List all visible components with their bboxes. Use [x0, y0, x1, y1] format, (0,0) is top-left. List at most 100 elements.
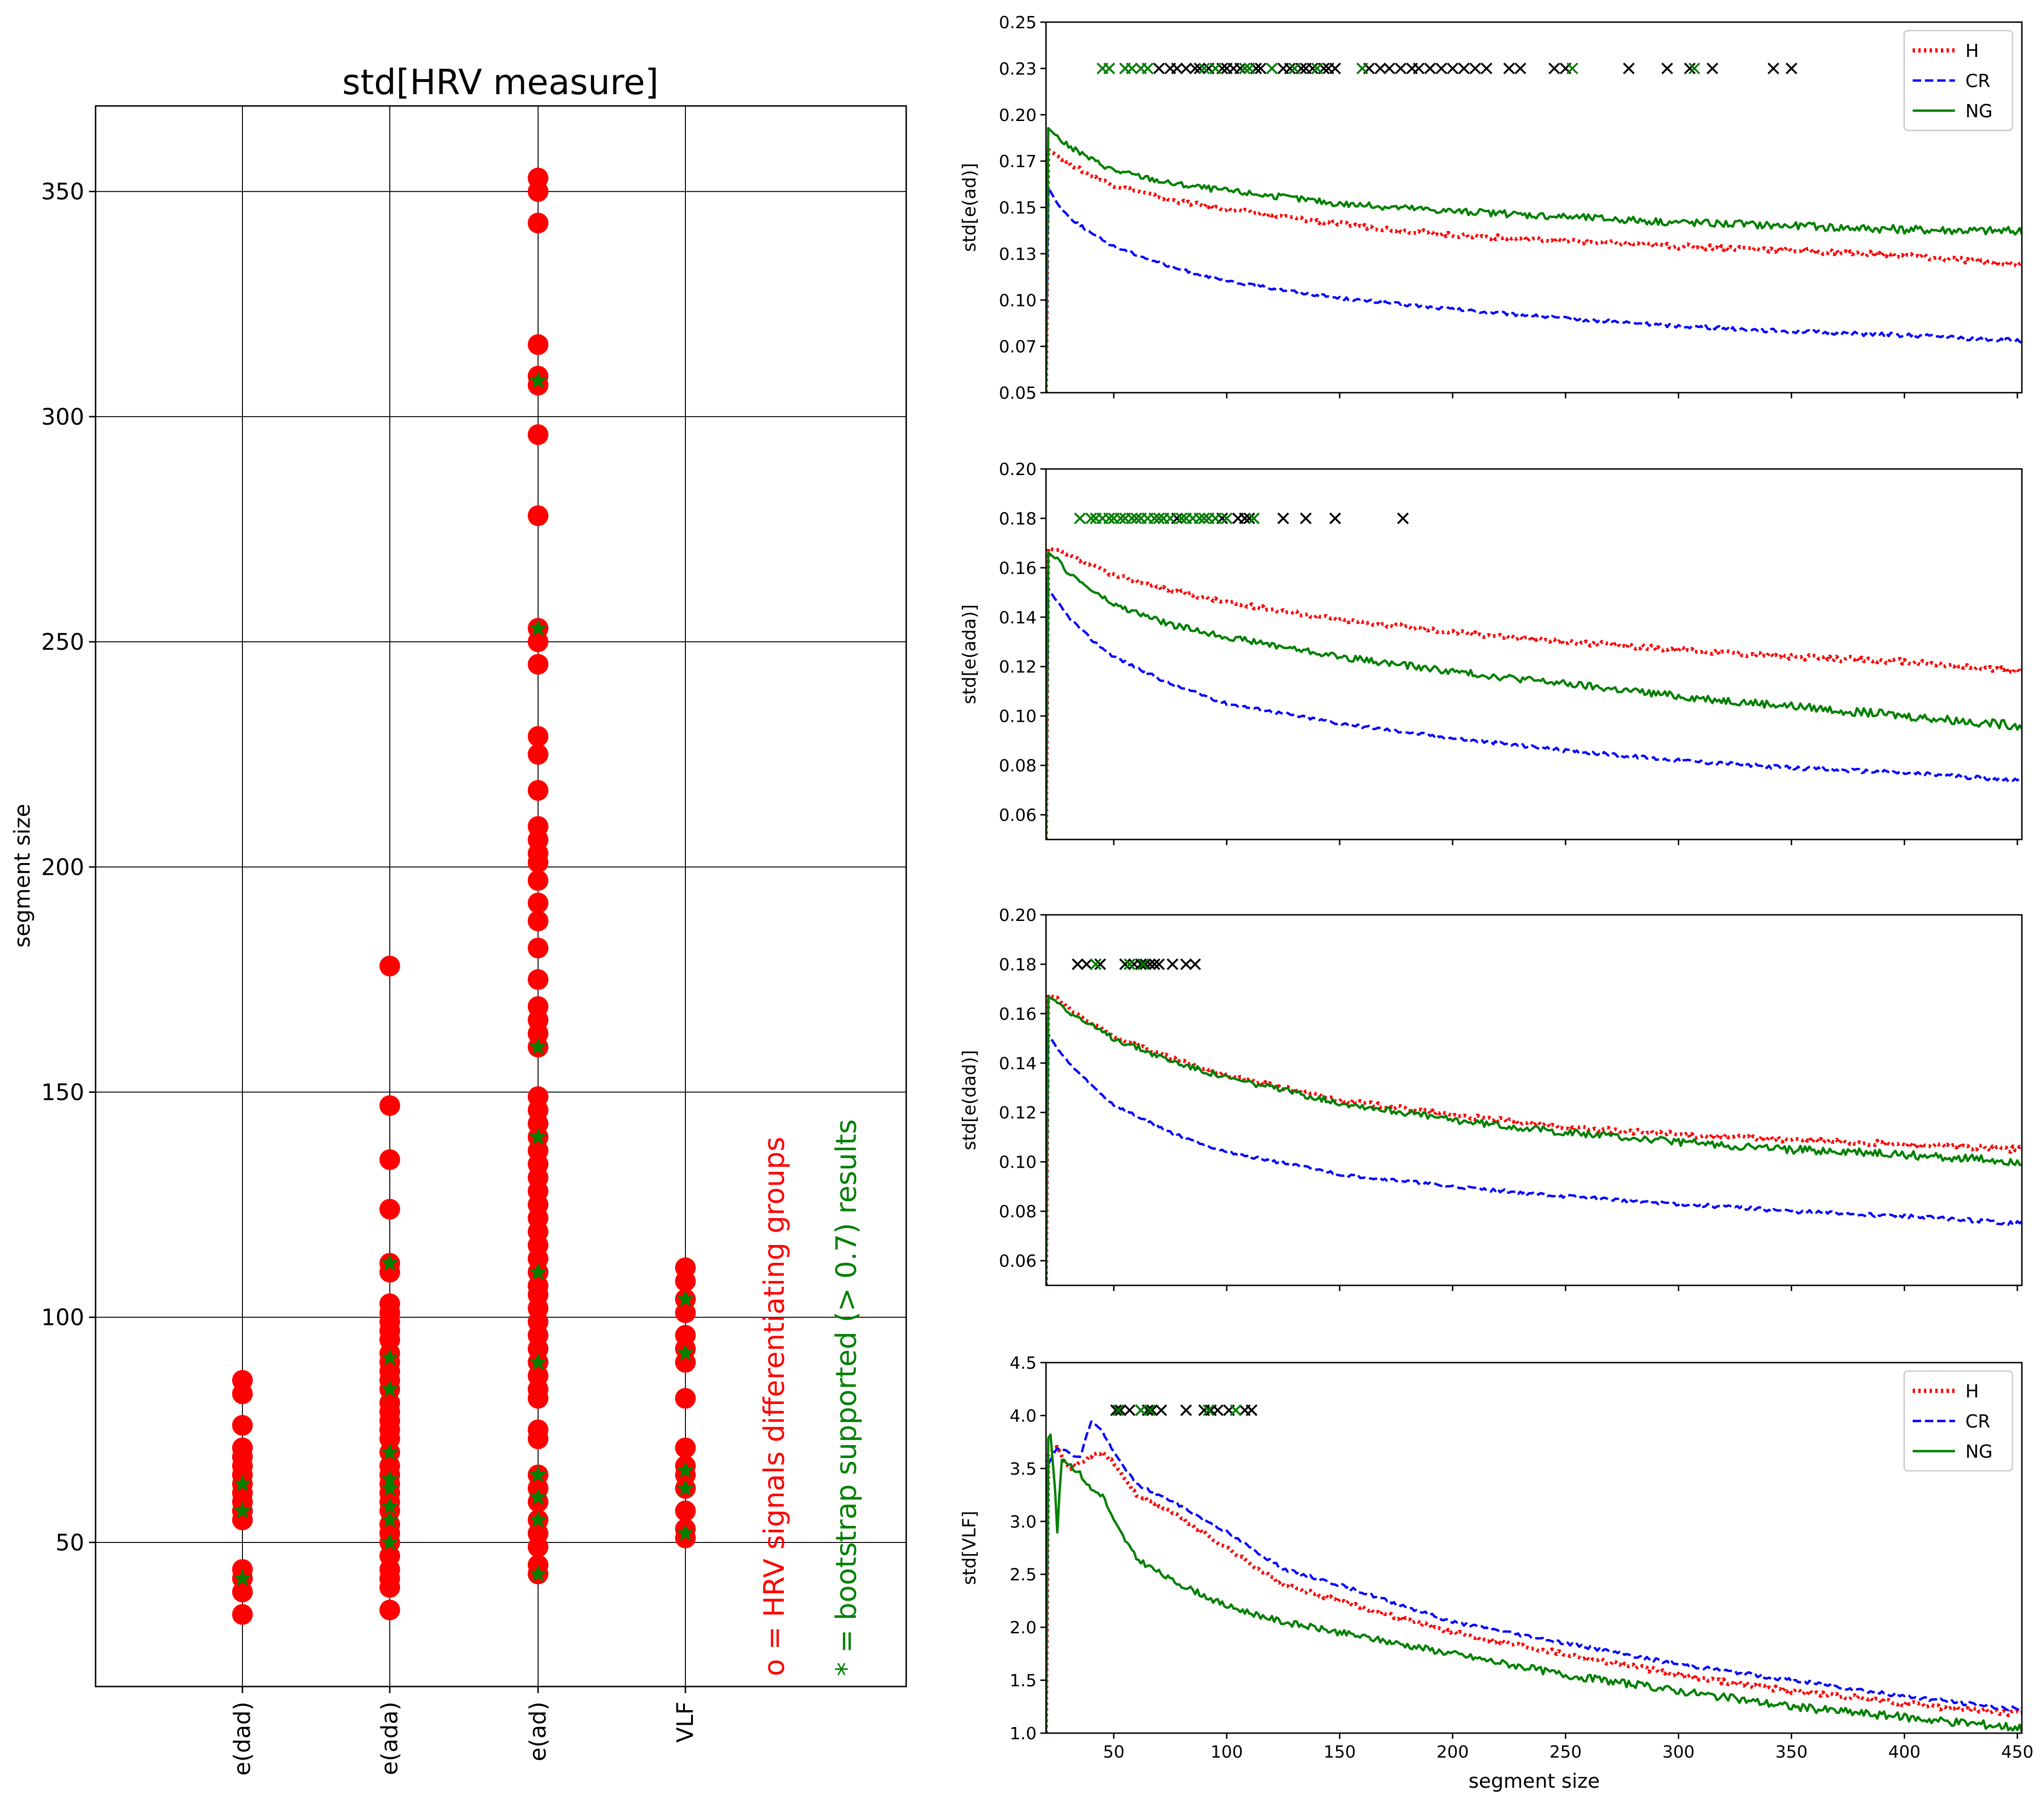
- y-tick-label: 0.18: [999, 509, 1037, 529]
- y-tick-label: 0.16: [999, 1005, 1037, 1024]
- green-x-marker: [1135, 1404, 1147, 1416]
- x-marker: [1383, 62, 1395, 74]
- y-tick-label: 1.0: [1010, 1724, 1037, 1743]
- x-marker: [1469, 62, 1481, 74]
- green-star-marker: [381, 1254, 399, 1271]
- green-star-marker: [676, 1461, 694, 1478]
- green-x-marker: [1085, 512, 1097, 525]
- series-line-cr: [1046, 1033, 2022, 1285]
- y-tick-label: 0.05: [999, 384, 1037, 403]
- legend-label: CR: [1965, 71, 1990, 91]
- y-tick-label: 0.13: [999, 245, 1037, 264]
- y-tick-label: 1.5: [1010, 1671, 1037, 1691]
- green-x-marker: [1209, 62, 1222, 74]
- red-circle-marker: [232, 1415, 253, 1436]
- red-circle-marker: [528, 937, 548, 959]
- red-circle-marker: [528, 334, 548, 355]
- red-circle-marker: [528, 969, 548, 990]
- green-x-marker: [1248, 512, 1260, 525]
- green-x-marker: [1114, 512, 1127, 525]
- y-tick-label: 0.08: [999, 757, 1037, 776]
- green-x-marker: [1266, 62, 1278, 74]
- y-tick-label: 0.25: [999, 13, 1037, 32]
- series-line-cr: [1046, 186, 2022, 393]
- x-marker: [1329, 512, 1341, 525]
- y-tick-label: 250: [41, 629, 84, 655]
- green-x-marker: [1103, 512, 1115, 525]
- y-axis-label: segment size: [9, 804, 35, 948]
- y-tick-label: 0.12: [999, 658, 1037, 677]
- green-x-marker: [1074, 512, 1086, 525]
- x-marker: [1255, 62, 1267, 74]
- significance-markers: [1071, 958, 1201, 970]
- hrv-measure-chart: std[HRV measure] segment size 50 100 150 20…: [9, 62, 907, 1776]
- green-x-marker: [1126, 62, 1138, 74]
- red-circle-marker: [528, 996, 548, 1017]
- green-star-marker: [381, 1443, 399, 1460]
- legend-box: [1903, 1370, 2013, 1472]
- x-tick-label: e(dad): [229, 1702, 256, 1776]
- chart-title: std[HRV measure]: [342, 62, 659, 103]
- y-tick-label: 0.10: [999, 291, 1037, 310]
- red-circle-marker: [379, 1199, 400, 1220]
- series-lines: [1046, 546, 2022, 839]
- x-tick-label: e(ad): [525, 1702, 551, 1761]
- green-star-marker: [381, 1470, 399, 1487]
- red-circle-marker: [528, 816, 548, 837]
- series-line-ng: [1046, 551, 2022, 839]
- series-line-h: [1046, 1445, 2022, 1733]
- green-star-marker: [529, 371, 547, 388]
- x-tick-label: 50: [1103, 1743, 1125, 1762]
- series-line-h: [1046, 147, 2022, 393]
- green-star-markers: [233, 371, 694, 1586]
- x-marker: [1124, 1404, 1135, 1416]
- x-marker: [1246, 1404, 1258, 1416]
- x-marker: [1661, 62, 1674, 74]
- green-x-marker: [1142, 62, 1154, 74]
- green-star-marker: [529, 1263, 547, 1280]
- y-tick-label: 0.20: [999, 906, 1037, 925]
- x-marker: [1071, 958, 1084, 970]
- green-x-marker: [1148, 512, 1160, 525]
- plot-frame: [1045, 21, 2023, 394]
- y-tick-label: 200: [41, 854, 84, 880]
- x-marker: [1394, 62, 1407, 74]
- x-marker: [1155, 1404, 1167, 1416]
- plot-frame: [95, 105, 907, 1687]
- y-axis-label: std[VLF]: [959, 1511, 980, 1585]
- y-tick-label: 0.10: [999, 1153, 1037, 1172]
- red-circle-marker: [528, 168, 548, 189]
- significance-markers: [1074, 512, 1409, 525]
- x-tick-label: 300: [1662, 1743, 1695, 1762]
- x-marker: [1171, 62, 1183, 74]
- green-x-marker: [1203, 1404, 1215, 1416]
- red-circle-marker: [528, 870, 548, 891]
- green-x-marker: [1288, 62, 1301, 74]
- red-circle-marker: [528, 911, 548, 932]
- red-circle-marker: [528, 1419, 548, 1440]
- x-marker: [1135, 958, 1147, 970]
- red-circle-marker: [675, 1501, 696, 1521]
- red-circle-marker: [675, 1325, 696, 1346]
- x-marker: [1114, 1404, 1127, 1416]
- green-star-marker: [529, 619, 547, 636]
- annotation-green-legend: * = bootstrap supported (> 0.7) results: [830, 1119, 863, 1676]
- red-circle-marker: [379, 1599, 400, 1621]
- x-marker: [1277, 512, 1289, 525]
- red-circle-marker: [528, 424, 548, 445]
- x-marker: [1413, 62, 1425, 74]
- panel-std-e-ada: std[e(ada)] 0.06 0.08 0.10 0.12 0.14 0.16 0.18 0…: [959, 460, 2023, 845]
- x-tick-label: e(ada): [377, 1702, 403, 1775]
- green-star-marker: [676, 1344, 694, 1361]
- series-line-ng: [1046, 996, 2022, 1285]
- y-tick-label: 0.08: [999, 1203, 1037, 1222]
- panel-std-e-ad: std[e(ad)] 0.05 0.07 0.10 0.13 0.15 0.17 0.20 0.…: [959, 13, 2023, 403]
- green-x-marker: [1144, 1404, 1156, 1416]
- x-marker: [1706, 62, 1719, 74]
- legend: H CR NG: [1903, 30, 2013, 131]
- red-circle-marker: [675, 1388, 696, 1409]
- green-star-marker: [676, 1290, 694, 1307]
- y-tick-label: 0.06: [999, 806, 1037, 825]
